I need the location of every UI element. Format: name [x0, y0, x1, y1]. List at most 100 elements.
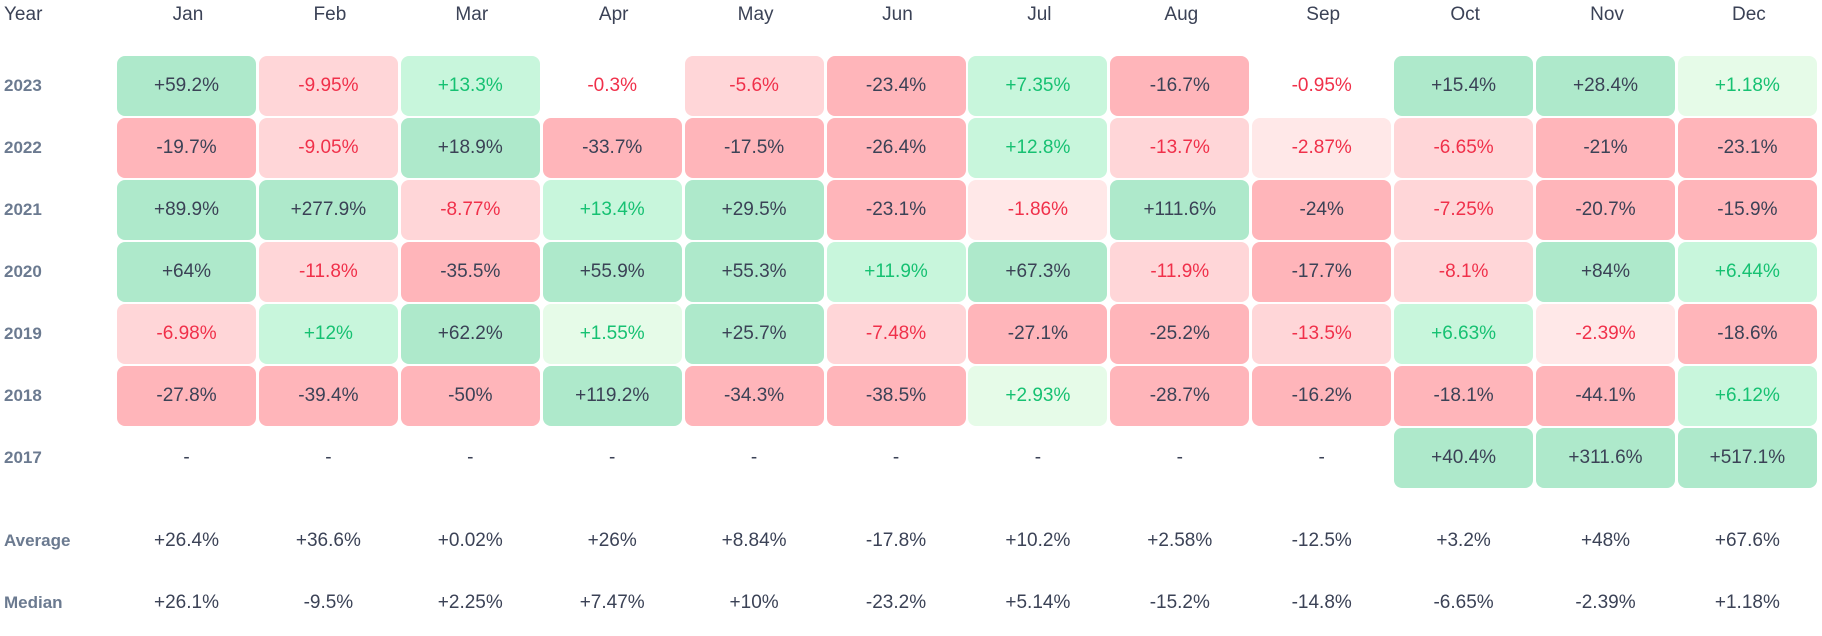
heatmap-cell: -28.7% — [1110, 366, 1250, 426]
month-header-jun: Jun — [882, 4, 913, 25]
year-label: 2023 — [4, 76, 42, 95]
heatmap-cell: -17.5% — [684, 118, 824, 178]
heatmap-cell: +119.2% — [542, 366, 682, 426]
median-value: +26.1% — [154, 592, 219, 613]
heatmap-cell: +11.9% — [826, 242, 966, 302]
heatmap-cell: -0.95% — [1291, 75, 1352, 96]
heatmap-cell: +89.9% — [117, 180, 256, 240]
heatmap-cell: - — [1176, 447, 1183, 468]
heatmap-cell: -38.5% — [826, 366, 966, 426]
heatmap-cell: +12.8% — [968, 118, 1108, 178]
average-value: +0.02% — [437, 530, 503, 551]
heatmap-cell: +6.44% — [1677, 242, 1817, 302]
heatmap-cell: +18.9% — [400, 118, 540, 178]
heatmap-cell: -6.98% — [117, 304, 256, 364]
heatmap-cell: +84% — [1536, 242, 1675, 302]
median-value: +7.47% — [579, 592, 645, 613]
heatmap-cell: +6.63% — [1394, 304, 1534, 364]
heatmap-cell: +13.3% — [400, 56, 540, 116]
year-label: 2021 — [4, 200, 42, 219]
heatmap-cell: -25.2% — [1110, 304, 1250, 364]
heatmap-cell: +64% — [117, 242, 256, 302]
heatmap-cell: +67.3% — [968, 242, 1108, 302]
heatmap-cell: +40.4% — [1394, 428, 1534, 488]
month-header-jan: Jan — [172, 4, 204, 25]
heatmap-cell: -26.4% — [826, 118, 966, 178]
heatmap-cell: +1.18% — [1677, 56, 1817, 116]
heatmap-cell: -44.1% — [1536, 366, 1675, 426]
heatmap-cell: - — [609, 447, 616, 468]
median-value: -15.2% — [1149, 592, 1210, 613]
heatmap-cell: -11.9% — [1110, 242, 1250, 302]
heatmap-cell: - — [1318, 447, 1325, 468]
month-header-feb: Feb — [313, 4, 347, 25]
median-value: -6.65% — [1433, 592, 1494, 613]
heatmap-cell: - — [750, 447, 758, 468]
heatmap-cell: -5.6% — [684, 56, 824, 116]
median-value: -9.5% — [303, 592, 354, 613]
heatmap-cell: -7.48% — [826, 304, 966, 364]
heatmap-cell: -0.3% — [587, 75, 637, 96]
median-value: -23.2% — [865, 592, 927, 613]
average-value: +26% — [587, 530, 637, 551]
heatmap-cell: +55.9% — [542, 242, 682, 302]
heatmap-cell: +25.7% — [684, 304, 824, 364]
average-label: Average — [4, 531, 71, 550]
heatmap-cell: -23.1% — [826, 180, 966, 240]
heatmap-cell: -16.2% — [1252, 366, 1392, 426]
heatmap-cell: - — [892, 447, 900, 468]
month-header-dec: Dec — [1731, 4, 1766, 25]
average-value: +36.6% — [295, 530, 361, 551]
heatmap-cell: -6.65% — [1394, 118, 1534, 178]
heatmap-cell: -9.95% — [258, 56, 398, 116]
heatmap-cell: -33.7% — [542, 118, 682, 178]
median-value: +2.25% — [437, 592, 503, 613]
heatmap-cell: +59.2% — [117, 56, 256, 116]
median-value: -14.8% — [1291, 592, 1352, 613]
heatmap-cell: +29.5% — [684, 180, 824, 240]
median-value: -2.39% — [1575, 592, 1636, 613]
month-header-may: May — [737, 4, 774, 25]
heatmap-cell: -13.5% — [1252, 304, 1392, 364]
average-value: +10.2% — [1005, 530, 1071, 551]
year-label: 2019 — [4, 324, 42, 343]
heatmap-cell: -18.1% — [1394, 366, 1534, 426]
heatmap-cell: +55.3% — [684, 242, 824, 302]
heatmap-cell: -13.7% — [1110, 118, 1250, 178]
month-header-mar: Mar — [455, 4, 489, 25]
heatmap-cell: -18.6% — [1677, 304, 1817, 364]
year-label: 2020 — [4, 262, 42, 281]
heatmap-cell: -19.7% — [117, 118, 256, 178]
heatmap-cell: -8.1% — [1394, 242, 1534, 302]
average-value: -17.8% — [865, 530, 927, 551]
heatmap-cell: +517.1% — [1677, 428, 1817, 488]
average-value: +8.84% — [721, 530, 787, 551]
month-header-aug: Aug — [1164, 4, 1199, 25]
heatmap-cell: -39.4% — [258, 366, 398, 426]
heatmap-cell: -16.7% — [1110, 56, 1250, 116]
heatmap-cell: - — [183, 447, 190, 468]
heatmap-cell: -11.8% — [258, 242, 398, 302]
average-value: +48% — [1580, 530, 1631, 551]
heatmap-cell: -23.1% — [1677, 118, 1817, 178]
month-header-jul: Jul — [1027, 4, 1052, 25]
heatmap-cell: -34.3% — [684, 366, 824, 426]
average-value: -12.5% — [1291, 530, 1352, 551]
heatmap-cell: -9.05% — [258, 118, 398, 178]
heatmap-cell: -21% — [1536, 118, 1675, 178]
heatmap-cell: -15.9% — [1677, 180, 1817, 240]
heatmap-cell: - — [1034, 447, 1042, 468]
heatmap-cell: +1.55% — [542, 304, 682, 364]
heatmap-cell: -27.8% — [117, 366, 256, 426]
average-value: +26.4% — [154, 530, 219, 551]
year-label: 2017 — [4, 448, 42, 467]
heatmap-cell: +277.9% — [258, 180, 398, 240]
median-value: +5.14% — [1005, 592, 1071, 613]
heatmap-cell: -20.7% — [1536, 180, 1675, 240]
heatmap-cell: -1.86% — [968, 180, 1108, 240]
heatmap-cell: +28.4% — [1536, 56, 1675, 116]
heatmap-cell: -2.39% — [1536, 304, 1675, 364]
heatmap-cell: +311.6% — [1536, 428, 1675, 488]
heatmap-cell: - — [467, 447, 474, 468]
heatmap-cell: +15.4% — [1394, 56, 1534, 116]
